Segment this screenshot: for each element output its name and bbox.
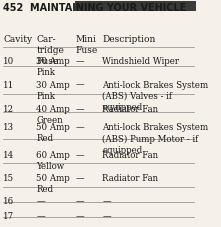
Text: 50 Amp
Red: 50 Amp Red (36, 173, 70, 193)
Text: 11: 11 (3, 80, 15, 89)
Text: —: — (75, 197, 84, 205)
Text: 40 Amp
Green: 40 Amp Green (36, 105, 70, 125)
Text: 452  MAINTAINING YOUR VEHICLE: 452 MAINTAINING YOUR VEHICLE (3, 2, 187, 12)
Text: Mini
Fuse: Mini Fuse (75, 35, 97, 54)
Text: 10: 10 (3, 57, 15, 66)
Text: Description: Description (102, 35, 156, 43)
Text: —: — (75, 123, 84, 132)
Text: 17: 17 (3, 211, 14, 220)
Text: 13: 13 (3, 123, 14, 132)
Text: —: — (36, 197, 45, 205)
Text: Radiator Fan: Radiator Fan (102, 173, 158, 182)
Text: 50 Amp
Red: 50 Amp Red (36, 123, 70, 143)
Text: —: — (75, 80, 84, 89)
Text: 60 Amp
Yellow: 60 Amp Yellow (36, 151, 70, 171)
Text: —: — (102, 197, 111, 205)
Text: 14: 14 (3, 151, 14, 160)
Text: Windshield Wiper: Windshield Wiper (102, 57, 179, 66)
Text: —: — (75, 57, 84, 66)
Text: 16: 16 (3, 197, 14, 205)
Text: —: — (36, 211, 45, 220)
Text: Radiator Fan: Radiator Fan (102, 151, 158, 160)
Text: Car-
tridge
Fuse: Car- tridge Fuse (36, 35, 64, 65)
Text: Anti-lock Brakes System
(ABS) Valves - if
equipped: Anti-lock Brakes System (ABS) Valves - i… (102, 80, 209, 111)
Text: —: — (75, 211, 84, 220)
Text: —: — (75, 173, 84, 182)
Text: —: — (75, 151, 84, 160)
Text: —: — (75, 105, 84, 114)
Text: Cavity: Cavity (3, 35, 32, 43)
Text: Anti-lock Brakes System
(ABS) Pump Motor - if
equipped: Anti-lock Brakes System (ABS) Pump Motor… (102, 123, 209, 154)
Text: 15: 15 (3, 173, 14, 182)
Text: 30 Amp
Pink: 30 Amp Pink (36, 57, 70, 77)
Text: —: — (102, 211, 111, 220)
Text: Radiator Fan: Radiator Fan (102, 105, 158, 114)
Text: 12: 12 (3, 105, 14, 114)
Text: 30 Amp
Pink: 30 Amp Pink (36, 80, 70, 100)
FancyBboxPatch shape (75, 2, 196, 12)
